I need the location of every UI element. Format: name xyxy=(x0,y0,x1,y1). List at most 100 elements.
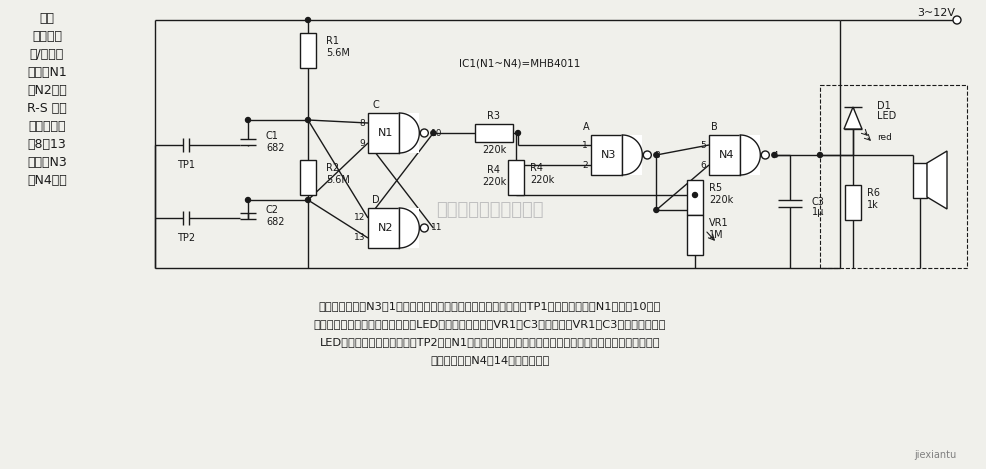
Text: 220k: 220k xyxy=(529,175,554,185)
Bar xyxy=(300,33,316,68)
Text: 1M: 1M xyxy=(708,230,723,240)
Text: TP2: TP2 xyxy=(176,233,195,243)
Circle shape xyxy=(816,152,821,158)
Text: 5: 5 xyxy=(699,141,705,150)
Text: 4: 4 xyxy=(771,151,777,159)
Text: 受控振荡，只有N3在1脚处于高电平时，振荡器才工作。当指触板TP1被手指桥接时，N1输出端10脚转: 受控振荡，只有N3在1脚处于高电平时，振荡器才工作。当指触板TP1被手指桥接时，… xyxy=(318,301,661,311)
Text: 该电路N1: 该电路N1 xyxy=(27,67,67,80)
Text: 3~12V: 3~12V xyxy=(916,8,954,18)
Circle shape xyxy=(515,130,520,136)
Text: 和N2构成: 和N2构成 xyxy=(27,83,67,97)
Bar xyxy=(368,208,399,248)
Text: LED的闪光频率。当手指桥接TP2时，N1输出低电平，振荡器就停止工作。若要外加蜂鸣器，可用压电元: LED的闪光频率。当手指桥接TP2时，N1输出低电平，振荡器就停止工作。若要外加… xyxy=(319,337,660,347)
Text: 12: 12 xyxy=(353,213,365,222)
Bar xyxy=(368,113,419,153)
Circle shape xyxy=(420,224,428,232)
Bar xyxy=(686,180,702,215)
Text: 8: 8 xyxy=(359,119,365,128)
Circle shape xyxy=(430,130,436,136)
Text: 触摸: 触摸 xyxy=(39,12,54,24)
Polygon shape xyxy=(843,107,861,129)
Text: R4: R4 xyxy=(487,165,500,175)
Text: 5.6M: 5.6M xyxy=(325,175,349,185)
Bar xyxy=(844,185,860,220)
Bar xyxy=(819,85,966,268)
Text: 682: 682 xyxy=(266,143,284,153)
Text: 220k: 220k xyxy=(481,177,506,187)
Text: R1: R1 xyxy=(325,36,338,46)
Text: 11: 11 xyxy=(431,224,443,233)
Text: 5.6M: 5.6M xyxy=(325,48,349,58)
Text: VR1: VR1 xyxy=(708,218,728,228)
Text: B: B xyxy=(710,122,717,132)
Text: C3: C3 xyxy=(811,197,824,207)
Bar xyxy=(708,135,740,175)
Circle shape xyxy=(692,192,697,197)
Bar xyxy=(368,208,419,248)
Text: N1: N1 xyxy=(378,128,393,138)
Text: 件再把它接到N4的14脚和接地端。: 件再把它接到N4的14脚和接地端。 xyxy=(430,355,549,365)
Bar xyxy=(686,215,702,255)
Text: 1k: 1k xyxy=(866,200,878,210)
Text: red: red xyxy=(877,134,891,143)
Circle shape xyxy=(771,152,776,158)
Text: 1: 1 xyxy=(582,141,588,150)
Bar xyxy=(912,163,926,198)
Text: 器，触发端: 器，触发端 xyxy=(29,121,66,134)
Text: jiexiantu: jiexiantu xyxy=(913,450,955,460)
Text: 1μ: 1μ xyxy=(811,207,823,217)
Text: N2: N2 xyxy=(378,223,393,233)
Text: IC1(N1~N4)=MHB4011: IC1(N1~N4)=MHB4011 xyxy=(458,58,580,68)
Text: C: C xyxy=(373,100,379,110)
Circle shape xyxy=(306,17,311,23)
Text: 为8和13: 为8和13 xyxy=(28,138,66,151)
Circle shape xyxy=(653,152,658,158)
Polygon shape xyxy=(399,208,419,248)
Bar xyxy=(474,124,513,142)
Text: C2: C2 xyxy=(266,205,279,215)
Circle shape xyxy=(246,118,250,122)
Text: 6: 6 xyxy=(699,160,705,169)
Text: A: A xyxy=(582,122,589,132)
Polygon shape xyxy=(926,151,946,209)
Circle shape xyxy=(306,197,311,203)
Text: 光/蜂鸣器: 光/蜂鸣器 xyxy=(30,47,64,61)
Text: 220k: 220k xyxy=(481,145,506,155)
Text: R5: R5 xyxy=(708,183,722,193)
Text: 13: 13 xyxy=(353,234,365,242)
Polygon shape xyxy=(622,135,642,175)
Circle shape xyxy=(246,197,250,203)
Text: 杭州将睿科技有限公司: 杭州将睿科技有限公司 xyxy=(436,201,543,219)
Text: 9: 9 xyxy=(359,138,365,147)
Circle shape xyxy=(420,129,428,137)
Text: TP1: TP1 xyxy=(176,160,195,170)
Bar xyxy=(591,135,642,175)
Text: 10: 10 xyxy=(431,129,443,137)
Text: R-S 触发: R-S 触发 xyxy=(27,101,67,114)
Text: R3: R3 xyxy=(487,111,500,121)
Text: R2: R2 xyxy=(325,163,339,173)
Bar xyxy=(508,160,524,195)
Text: N3: N3 xyxy=(600,150,615,160)
Text: 220k: 220k xyxy=(708,195,733,205)
Bar xyxy=(300,160,316,195)
Text: 682: 682 xyxy=(266,217,284,227)
Text: 脚；由N3: 脚；由N3 xyxy=(27,157,67,169)
Polygon shape xyxy=(399,113,419,153)
Text: D1: D1 xyxy=(877,101,889,111)
Polygon shape xyxy=(740,135,759,175)
Bar xyxy=(708,135,759,175)
Text: C1: C1 xyxy=(266,131,279,141)
Circle shape xyxy=(653,207,658,212)
Text: 式单片闪: 式单片闪 xyxy=(32,30,62,43)
Text: R6: R6 xyxy=(866,188,880,198)
Circle shape xyxy=(760,151,768,159)
Text: LED: LED xyxy=(877,111,895,121)
Circle shape xyxy=(306,118,311,122)
Text: 换为高电平，振荡器就振荡，此时LED闪光，闪光频率由VR1和C3决定。改变VR1和C3的值，就可改变: 换为高电平，振荡器就振荡，此时LED闪光，闪光频率由VR1和C3决定。改变VR1… xyxy=(314,319,666,329)
Bar xyxy=(368,113,399,153)
Circle shape xyxy=(643,151,651,159)
Text: 2: 2 xyxy=(582,160,588,169)
Text: N4: N4 xyxy=(718,150,734,160)
Bar xyxy=(591,135,622,175)
